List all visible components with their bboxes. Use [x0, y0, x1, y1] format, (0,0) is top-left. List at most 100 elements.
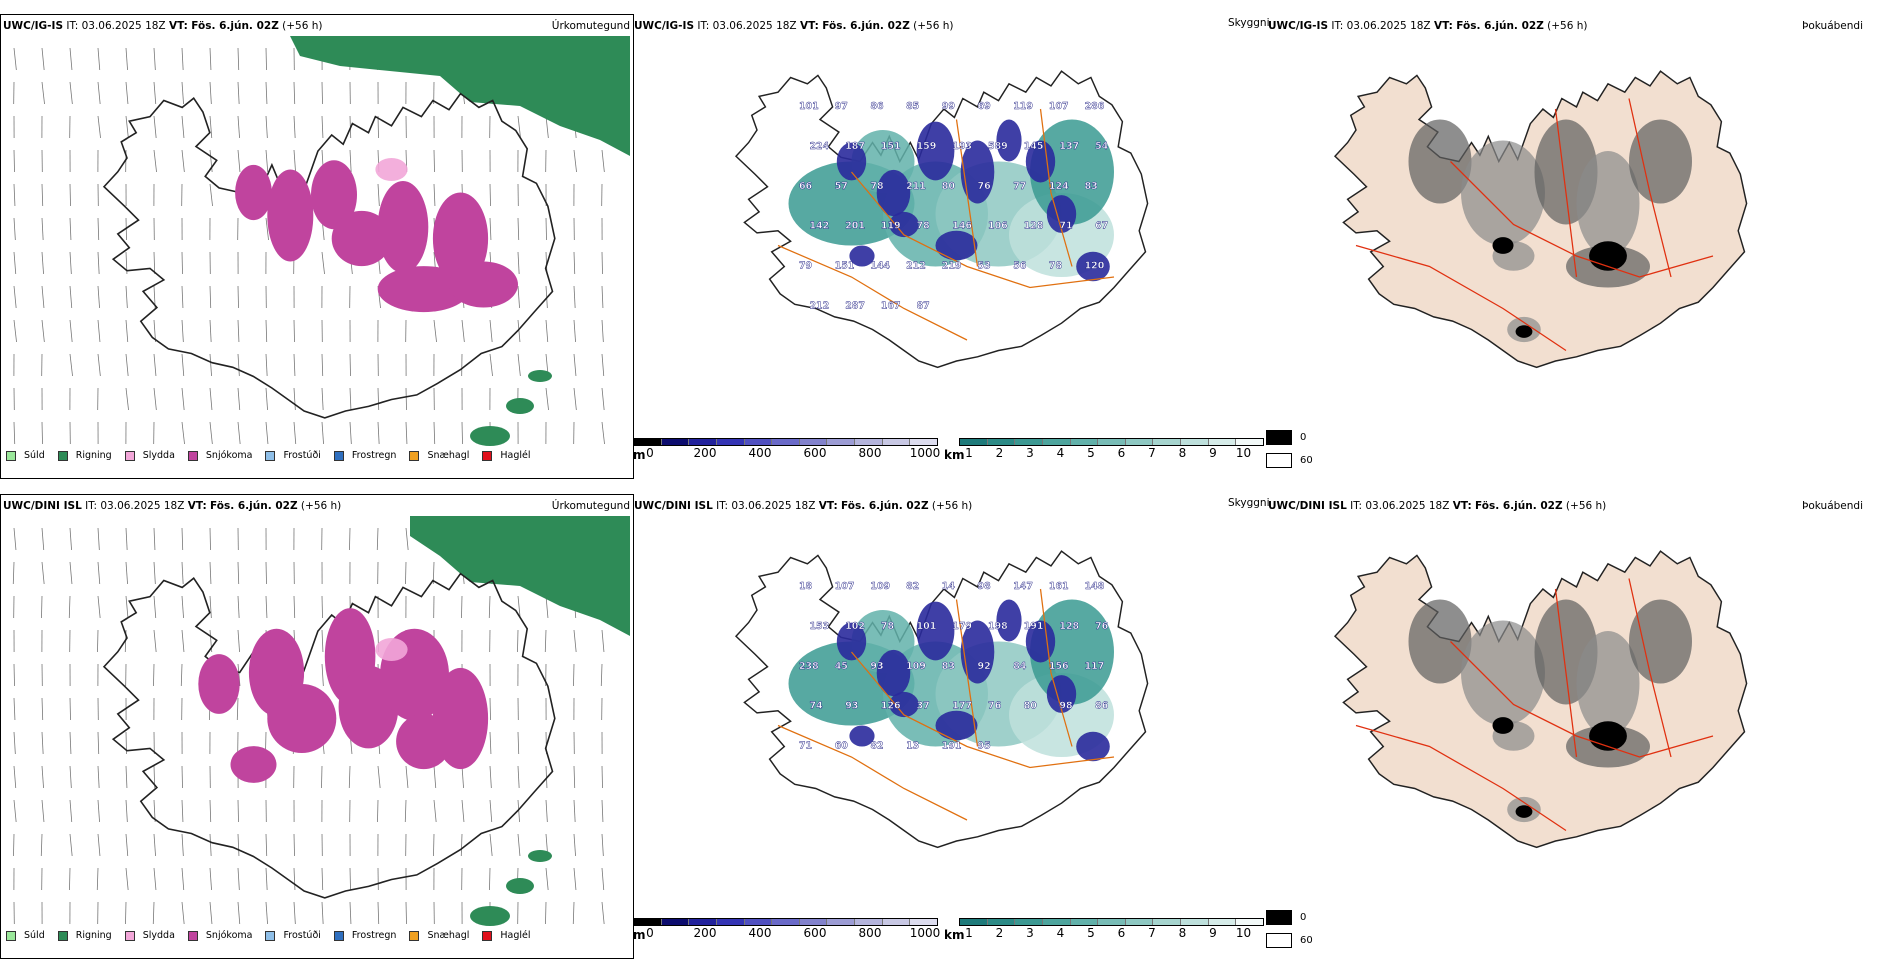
height-label: 76 [988, 701, 1002, 712]
visibility-tick: 6 [1118, 446, 1126, 460]
wind-barb [14, 48, 16, 70]
snowfall-area [267, 170, 313, 262]
height-label: 18 [799, 581, 812, 592]
wind-barb [462, 422, 463, 444]
legend-swatch [125, 451, 135, 461]
wind-barb [42, 184, 43, 206]
wind-barb [546, 800, 547, 822]
wind-barb [126, 388, 129, 410]
height-label: 83 [1085, 181, 1098, 192]
colorbar-step [634, 919, 662, 925]
legend-item: Súld [6, 930, 45, 941]
wind-barb [238, 48, 239, 70]
visibility-tick: 3 [1026, 446, 1034, 460]
height-label: 56 [1013, 261, 1027, 272]
visibility-colorbar-strip [959, 918, 1264, 926]
wind-barb [602, 354, 604, 376]
wind-barb [42, 82, 45, 104]
height-unit: m [633, 928, 646, 942]
colorbar-step [1153, 439, 1181, 445]
visibility-unit: km [944, 928, 964, 942]
height-label: 101 [799, 101, 819, 112]
visibility-tick: 4 [1057, 446, 1065, 460]
colorbar-step [1043, 439, 1071, 445]
wind-barb [98, 82, 100, 104]
colorbar-step [772, 919, 800, 925]
colorbar-step [855, 919, 883, 925]
wind-barb [42, 422, 43, 444]
wind-barb [210, 48, 211, 70]
height-label: 107 [1049, 101, 1069, 112]
wind-barb [238, 596, 239, 618]
lead-time: (+56 h) [1566, 500, 1606, 512]
wind-barb [322, 596, 323, 618]
legend-item: Snæhagl [409, 450, 469, 461]
visibility-tick: 8 [1179, 926, 1187, 940]
wind-barb [405, 562, 406, 584]
height-label: 101 [917, 621, 937, 632]
wind-barb [545, 630, 546, 652]
wind-barb [125, 902, 126, 924]
panel-header: UWC/DINI ISL IT: 03.06.2025 18Z VT: Fös.… [1268, 500, 1606, 512]
snowfall-area [449, 262, 518, 308]
wind-barb [574, 766, 575, 788]
height-label: 54 [1095, 141, 1109, 152]
visibility-tick: 2 [996, 926, 1004, 940]
wind-barb [70, 354, 73, 376]
colorbar-step [910, 919, 937, 925]
wind-barb [14, 766, 16, 788]
height-label: 71 [1059, 221, 1072, 232]
height-label: 92 [978, 661, 991, 672]
colorbar-step [1071, 439, 1099, 445]
colorbar-step [827, 439, 855, 445]
height-label: 589 [988, 141, 1008, 152]
high-fog-area [1493, 237, 1514, 254]
precip-type-panel: UWC/IG-IS IT: 03.06.2025 18Z VT: Fös. 6.… [0, 14, 634, 479]
wind-barb [98, 766, 99, 788]
lead-time: (+56 h) [932, 500, 972, 512]
snowfall-area [198, 654, 239, 714]
wind-barb [70, 562, 72, 584]
height-label: 107 [835, 581, 855, 592]
height-label: 286 [1085, 101, 1105, 112]
wind-barb [70, 286, 72, 308]
it-value: 03.06.2025 18Z [1347, 20, 1431, 32]
colorbar-step [1098, 439, 1126, 445]
wind-barb [574, 252, 575, 274]
wind-barb [42, 48, 44, 70]
colorbar-step [960, 919, 988, 925]
wind-barb [13, 562, 14, 584]
fog-map [1268, 36, 1900, 456]
wind-barb [602, 630, 604, 652]
wind-barb [489, 868, 490, 890]
wind-barb [602, 834, 603, 856]
it-value: 03.06.2025 18Z [713, 20, 797, 32]
visibility-unit: km [944, 448, 964, 462]
height-label: 102 [845, 621, 865, 632]
fog-index-area [1629, 120, 1692, 204]
wind-barb [13, 834, 14, 856]
fog-map [1268, 516, 1900, 936]
colorbar-step [1015, 439, 1043, 445]
wind-barb [70, 320, 72, 342]
vt-value: Fös. 6.jún. 02Z [1456, 20, 1544, 32]
wind-barb [14, 150, 15, 172]
height-label: 156 [1049, 661, 1069, 672]
panel-header: UWC/DINI ISL IT: 03.06.2025 18Z VT: Fös.… [634, 500, 972, 512]
legend-item: Slydda [125, 450, 175, 461]
colorbar-step [1153, 919, 1181, 925]
wind-barb [602, 422, 605, 444]
height-label: 93 [870, 661, 883, 672]
height-label: 76 [1095, 621, 1109, 632]
wind-barb [238, 630, 240, 652]
wind-barb [602, 286, 603, 308]
legend-item: Snæhagl [409, 930, 469, 941]
wind-barb [70, 528, 72, 550]
height-tick: 200 [694, 446, 717, 460]
wind-barb [41, 834, 42, 856]
wind-barb [378, 902, 379, 924]
vt-label: VT: [1434, 20, 1453, 32]
fog-index-area [1461, 141, 1545, 246]
height-label: 78 [917, 221, 930, 232]
legend-label: Snjókoma [206, 930, 253, 941]
